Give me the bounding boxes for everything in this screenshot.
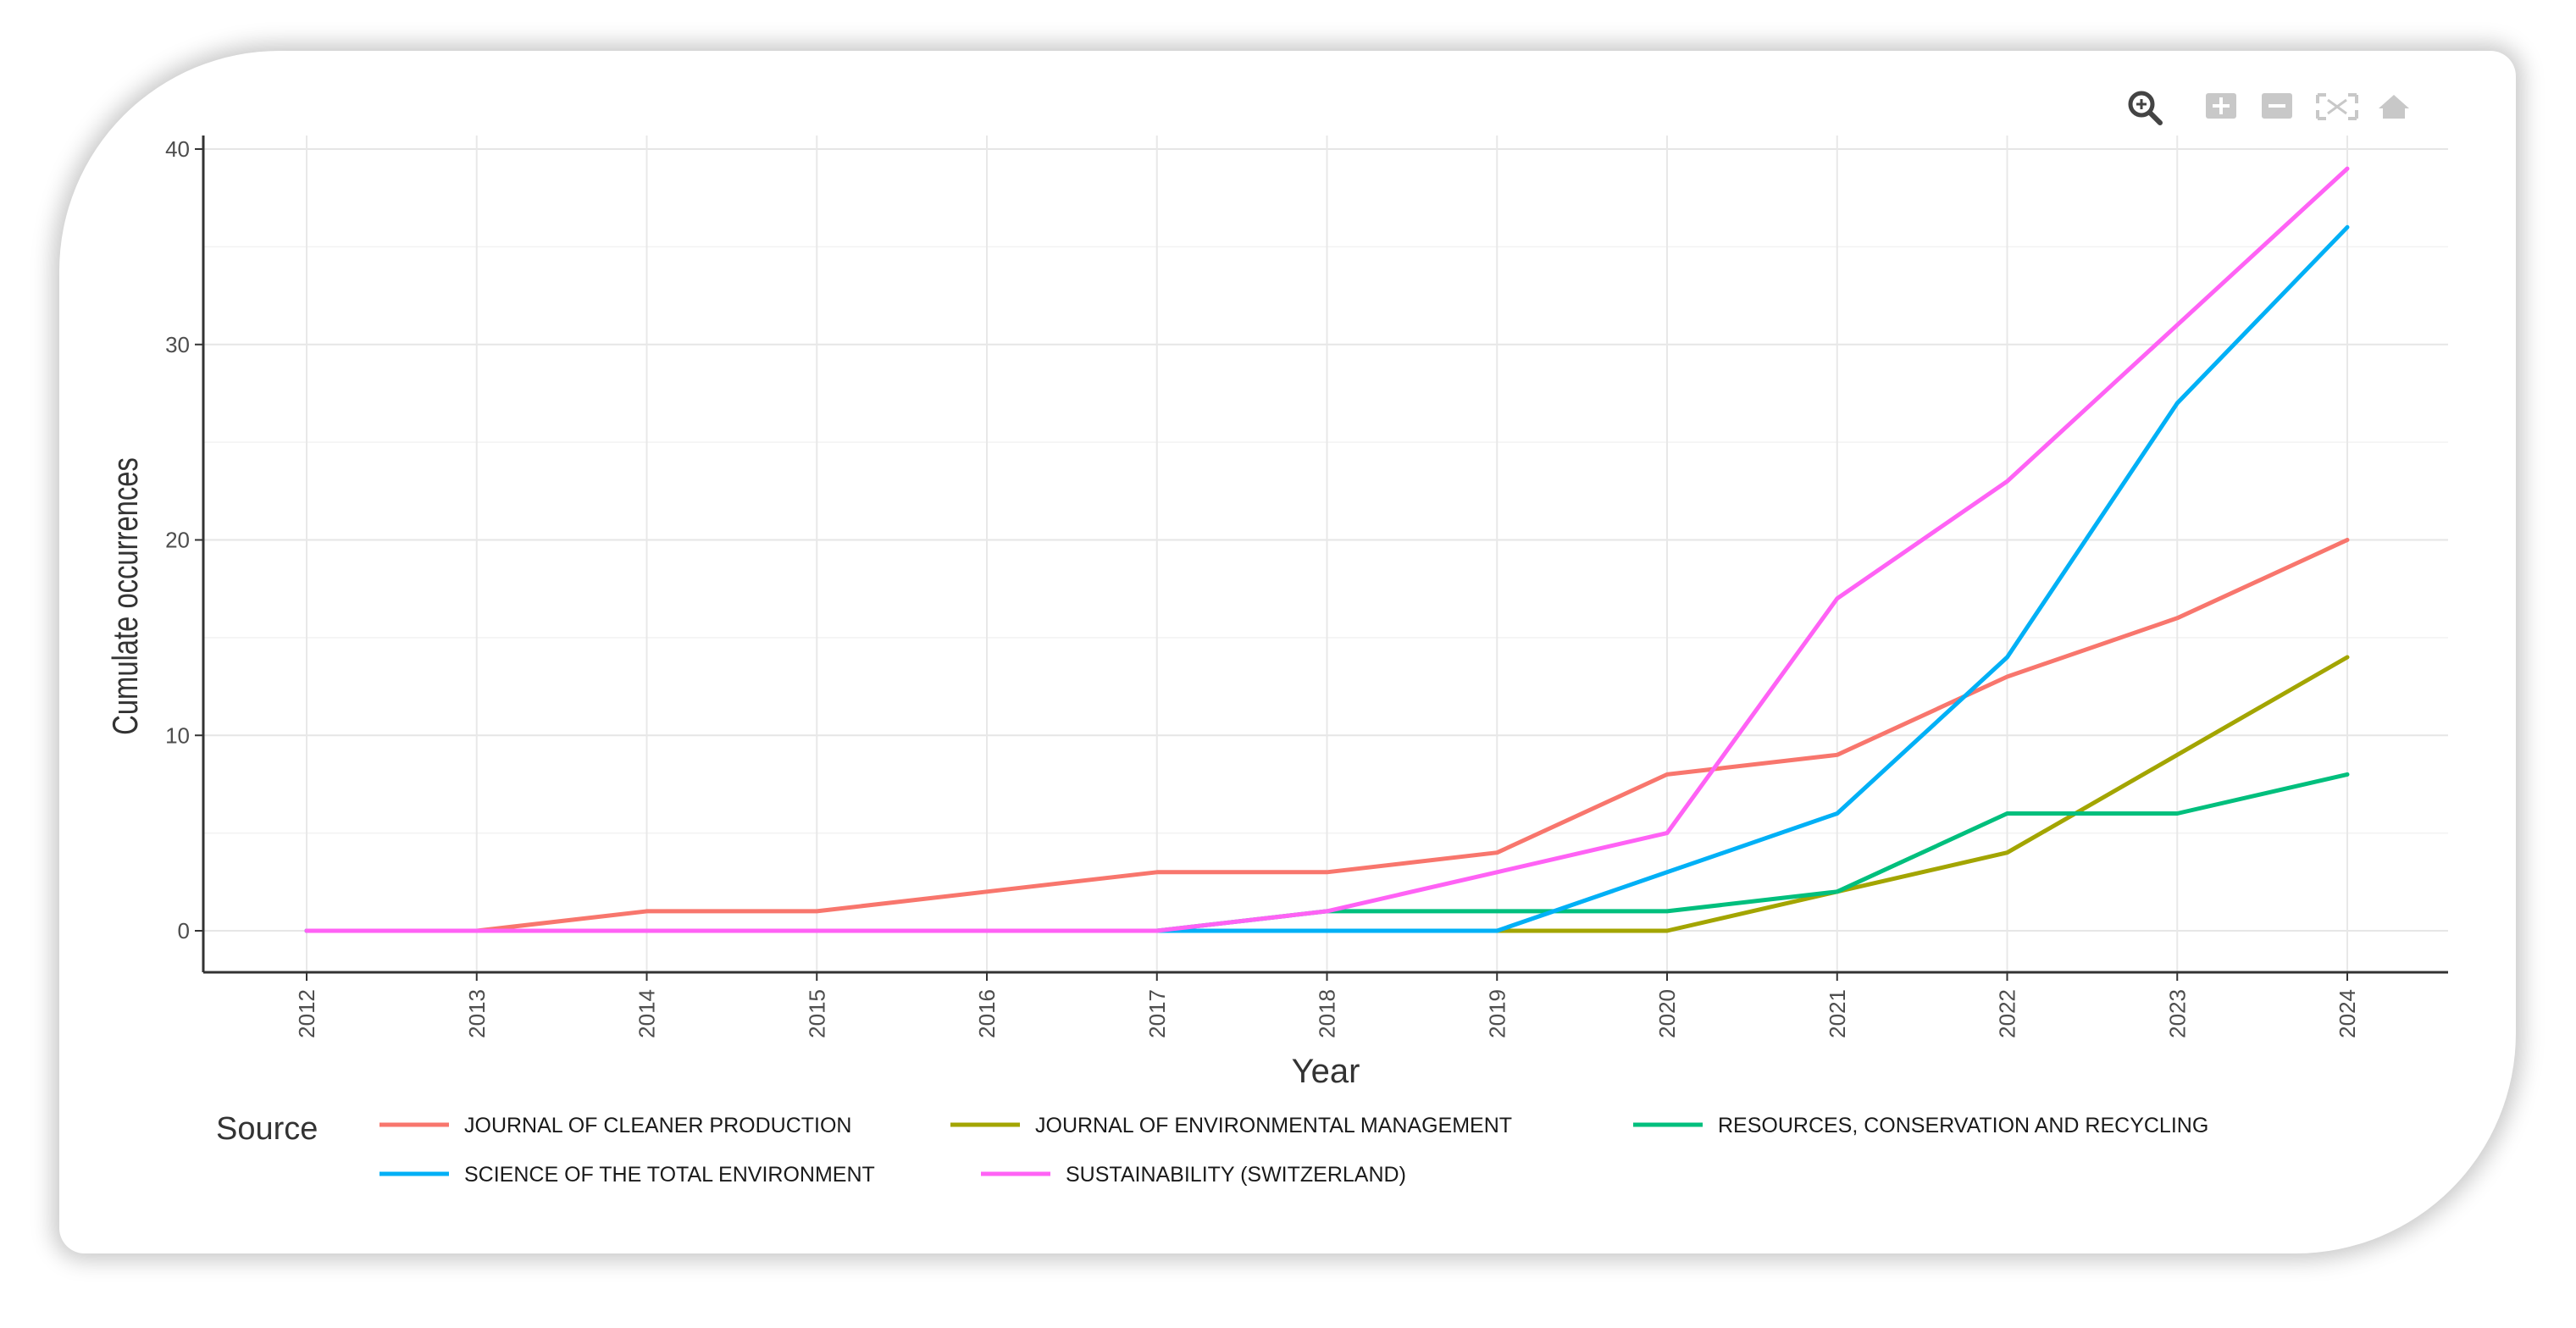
y-tick-label: 30 [165, 332, 190, 357]
legend-label: SUSTAINABILITY (SWITZERLAND) [1066, 1163, 1406, 1187]
grid [203, 136, 2448, 972]
legend-label: JOURNAL OF CLEANER PRODUCTION [464, 1114, 851, 1137]
autoscale-icon[interactable] [2316, 93, 2358, 120]
x-tick-label: 2018 [1315, 989, 1340, 1038]
axes: 0 10 20 30 40 2012 2013 2014 2015 2016 2017 2018 201… [165, 136, 2448, 1038]
series-line-5 [304, 166, 2350, 933]
legend-label: SCIENCE OF THE TOTAL ENVIRONMENT [464, 1163, 875, 1187]
x-tick-label: 2020 [1654, 989, 1680, 1038]
y-tick-label: 0 [178, 918, 190, 943]
y-tick-label: 20 [165, 528, 190, 553]
series-lines [304, 166, 2350, 933]
x-tick-label: 2017 [1144, 989, 1170, 1038]
legend: Source JOURNAL OF CLEANER PRODUCTION JOUR… [216, 1111, 2208, 1187]
x-tick-label: 2024 [2335, 989, 2360, 1038]
x-tick-label: 2012 [294, 989, 319, 1038]
x-tick-label: 2022 [1995, 989, 2020, 1038]
x-tick-label: 2014 [634, 989, 660, 1038]
plot-toolbar [2128, 91, 2409, 125]
y-tick-label: 10 [165, 722, 190, 748]
chart-frame [59, 51, 2516, 1253]
y-axis-title: Cumulate occurrences [105, 457, 145, 735]
legend-title: Source [216, 1111, 318, 1147]
zoom-icon[interactable] [2128, 91, 2163, 125]
x-tick-label: 2013 [464, 989, 490, 1038]
x-tick-label: 2021 [1825, 989, 1850, 1038]
reset-home-icon[interactable] [2379, 95, 2409, 119]
x-tick-label: 2016 [974, 989, 1000, 1038]
x-tick-label: 2015 [804, 989, 829, 1038]
x-tick-label: 2023 [2164, 989, 2190, 1038]
series-line-1 [304, 538, 2350, 933]
y-tick-label: 40 [165, 136, 190, 162]
legend-label: RESOURCES, CONSERVATION AND RECYCLING [1718, 1114, 2208, 1137]
legend-label: JOURNAL OF ENVIRONMENTAL MANAGEMENT [1035, 1114, 1512, 1137]
x-tick-label: 2019 [1484, 989, 1510, 1038]
x-axis-title: Year [1292, 1053, 1360, 1090]
zoom-in-icon[interactable] [2206, 93, 2236, 119]
zoom-out-icon[interactable] [2262, 93, 2292, 119]
